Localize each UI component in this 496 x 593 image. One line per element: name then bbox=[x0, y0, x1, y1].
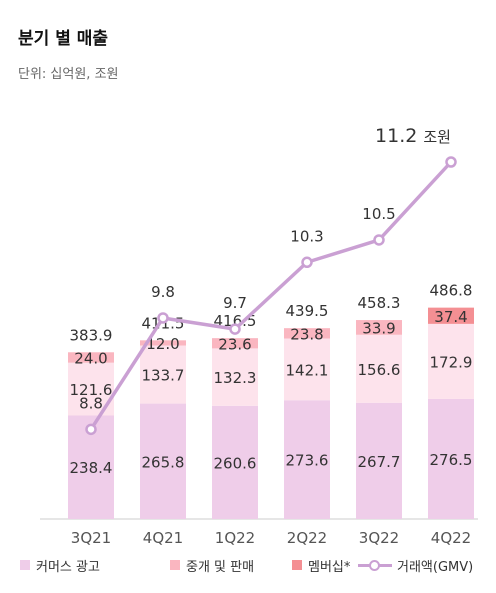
legend-label-membership: 멤버십* bbox=[308, 559, 351, 575]
bar-value-label: 276.5 bbox=[430, 451, 473, 469]
bar-total-label: 458.3 bbox=[358, 294, 401, 312]
legend-item-commerce-ads: 커머스 광고 bbox=[20, 552, 100, 578]
bar-segment bbox=[140, 340, 186, 346]
gmv-point bbox=[85, 423, 97, 436]
gmv-point bbox=[157, 312, 169, 324]
bar-value-label: 273.6 bbox=[286, 452, 329, 470]
bar-value-label: 132.3 bbox=[214, 369, 257, 387]
bar-segment bbox=[140, 345, 186, 404]
x-tick-label: 4Q21 bbox=[143, 529, 183, 547]
bar-value-label: 172.9 bbox=[430, 353, 473, 371]
bar-value-label: 12.0 bbox=[146, 335, 179, 353]
legend-item-gmv: 거래액(GMV) bbox=[358, 552, 473, 578]
bar-total-label: 486.8 bbox=[430, 282, 473, 300]
x-tick-label: 1Q22 bbox=[215, 529, 255, 547]
bar-segment bbox=[356, 320, 402, 335]
bar-segment bbox=[356, 402, 402, 519]
gmv-value-label: 9.8 bbox=[151, 283, 175, 301]
legend-label-commerce-ads: 커머스 광고 bbox=[36, 559, 100, 575]
bar-segment bbox=[284, 338, 330, 401]
bar-segment bbox=[284, 400, 330, 519]
bar-value-label: 133.7 bbox=[142, 367, 185, 385]
bar-value-label: 37.4 bbox=[434, 308, 467, 326]
bar-total-label: 416.5 bbox=[214, 312, 257, 330]
gmv-value-label: 9.7 bbox=[223, 294, 247, 312]
bar-value-label: 238.4 bbox=[70, 459, 113, 477]
legend-label-brokerage-sales: 중개 및 판매 bbox=[186, 559, 255, 575]
chart-area: 238.4121.624.0383.93Q21265.8133.712.0411… bbox=[40, 125, 478, 547]
chart-title: 분기 별 매출 bbox=[18, 29, 109, 49]
bar-segment bbox=[428, 323, 474, 399]
bar-total-label: 439.5 bbox=[286, 302, 329, 320]
bar-value-label: 24.0 bbox=[74, 349, 107, 367]
x-tick-label: 3Q22 bbox=[359, 529, 399, 547]
bar-segment bbox=[356, 334, 402, 403]
legend-swatch-commerce-ads bbox=[20, 560, 30, 570]
legend: 커머스 광고 중개 및 판매 멤버십* 거래액(GMV) bbox=[0, 552, 496, 578]
bar-value-label: 121.6 bbox=[70, 381, 113, 399]
bar-value-label: 265.8 bbox=[142, 453, 185, 471]
chart-subtitle: 단위: 십억원, 조원 bbox=[18, 67, 119, 82]
bar-segment bbox=[140, 403, 186, 519]
legend-line-gmv bbox=[358, 559, 392, 571]
bar-segment bbox=[284, 328, 330, 339]
bar-value-label: 33.9 bbox=[362, 319, 395, 337]
gmv-value-label: 10.5 bbox=[362, 205, 395, 223]
legend-item-membership: 멤버십* bbox=[292, 552, 350, 578]
bar-value-label: 260.6 bbox=[214, 454, 257, 472]
gmv-point bbox=[229, 323, 241, 335]
bar-value-label: 23.6 bbox=[218, 335, 251, 353]
bar-segment bbox=[212, 405, 258, 519]
bar-segment bbox=[428, 398, 474, 519]
bar-segment bbox=[68, 352, 114, 363]
bar-value-label: 267.7 bbox=[358, 453, 401, 471]
legend-item-brokerage-sales: 중개 및 판매 bbox=[170, 552, 254, 578]
x-tick-label: 4Q22 bbox=[431, 529, 471, 547]
x-tick-label: 3Q21 bbox=[71, 529, 111, 547]
bar-total-label: 383.9 bbox=[70, 326, 113, 344]
x-tick-label: 2Q22 bbox=[287, 529, 327, 547]
gmv-value-label: 8.8 bbox=[79, 394, 103, 412]
bar-value-label: 23.8 bbox=[290, 325, 323, 343]
gmv-value-label-last: 11.2 조원 bbox=[375, 125, 451, 147]
bar-segment bbox=[212, 338, 258, 349]
legend-swatch-membership bbox=[292, 560, 302, 570]
gmv-point bbox=[301, 256, 313, 269]
legend-label-gmv: 거래액(GMV) bbox=[397, 559, 474, 575]
gmv-point bbox=[445, 156, 457, 168]
legend-swatch-brokerage-sales bbox=[170, 560, 180, 570]
gmv-line bbox=[89, 160, 453, 431]
bar-value-label: 142.1 bbox=[286, 361, 329, 379]
gmv-value-label: 10.3 bbox=[290, 227, 323, 245]
bar-segment bbox=[212, 348, 258, 406]
gmv-point bbox=[373, 234, 385, 246]
bar-segment bbox=[428, 307, 474, 324]
bar-value-label: 156.6 bbox=[358, 361, 401, 379]
